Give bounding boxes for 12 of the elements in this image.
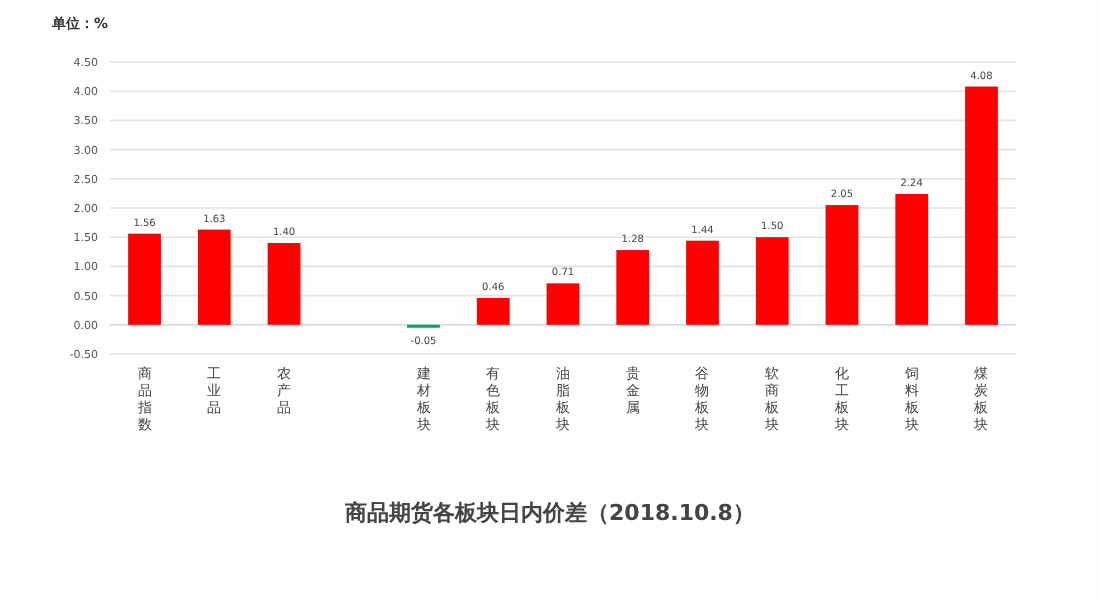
bar <box>825 205 859 325</box>
bar <box>128 233 161 325</box>
bar <box>965 86 998 325</box>
bar <box>616 250 650 325</box>
bar <box>686 240 719 325</box>
bar <box>197 229 231 325</box>
bar <box>267 243 301 325</box>
bar <box>895 193 929 325</box>
bar <box>755 237 789 325</box>
bar <box>476 297 510 325</box>
bar <box>546 283 580 325</box>
text: 商品期货各板块日内价差（2018.10.8） <box>343 500 755 526</box>
